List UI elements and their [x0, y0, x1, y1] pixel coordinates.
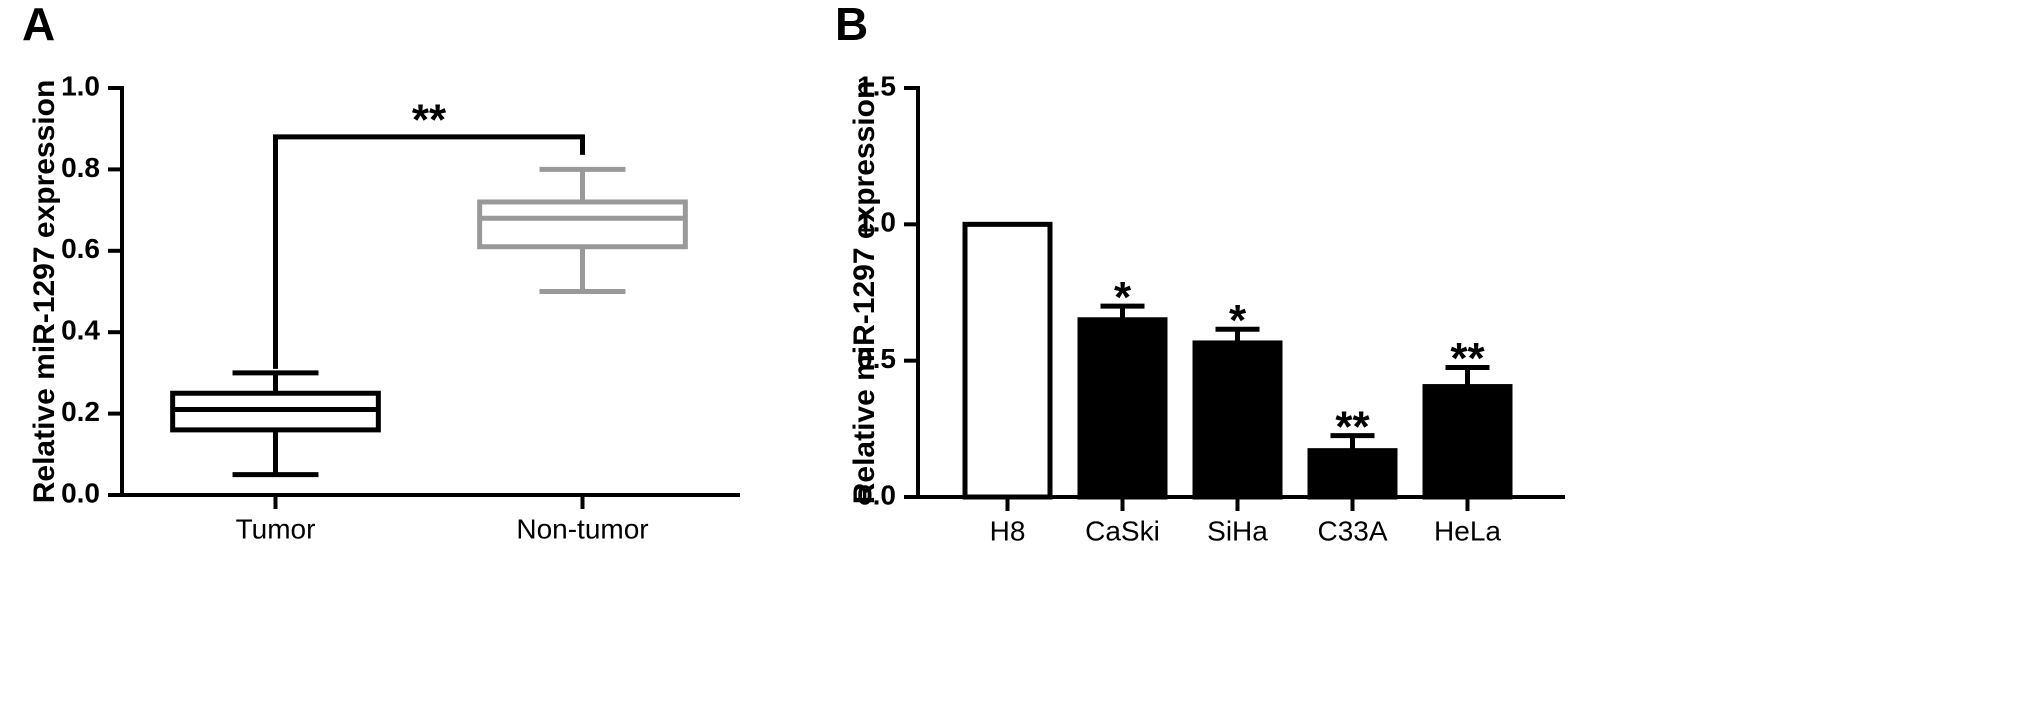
panel-label: B	[835, 0, 868, 50]
x-tick-label: SiHa	[1207, 515, 1268, 546]
x-tick-label: H8	[990, 515, 1026, 546]
y-tick-label: 0.0	[857, 479, 896, 510]
bar	[1077, 317, 1168, 500]
bar	[1307, 448, 1398, 500]
x-tick-label: HeLa	[1434, 515, 1501, 546]
bar	[1192, 340, 1283, 500]
y-tick-label: 1.5	[857, 70, 896, 101]
significance-label: *	[1114, 273, 1132, 322]
y-tick-label: 0.5	[857, 343, 896, 374]
y-axis-label: Relative miR-1297 expression	[28, 80, 61, 504]
y-tick-label: 1.0	[857, 207, 896, 238]
significance-label: **	[1450, 334, 1485, 383]
x-tick-label: Tumor	[236, 513, 316, 544]
significance-label: *	[1229, 296, 1247, 345]
x-tick-label: CaSki	[1085, 515, 1160, 546]
bar	[1422, 384, 1513, 500]
panel-label: A	[22, 0, 55, 50]
y-tick-label: 1.0	[61, 70, 100, 101]
bar	[962, 221, 1053, 500]
y-axis-label: Relative miR-1297 expression	[848, 81, 881, 505]
significance-label: **	[412, 95, 447, 144]
y-tick-label: 0.8	[61, 152, 100, 183]
box	[477, 199, 688, 250]
significance-bracket	[273, 134, 585, 369]
y-tick-label: 0.4	[61, 315, 100, 346]
x-tick-label: C33A	[1317, 515, 1387, 546]
y-tick-label: 0.0	[61, 477, 100, 508]
y-tick-label: 0.2	[61, 396, 100, 427]
y-tick-label: 0.6	[61, 233, 100, 264]
significance-label: **	[1335, 402, 1370, 451]
x-tick-label: Non-tumor	[516, 513, 648, 544]
